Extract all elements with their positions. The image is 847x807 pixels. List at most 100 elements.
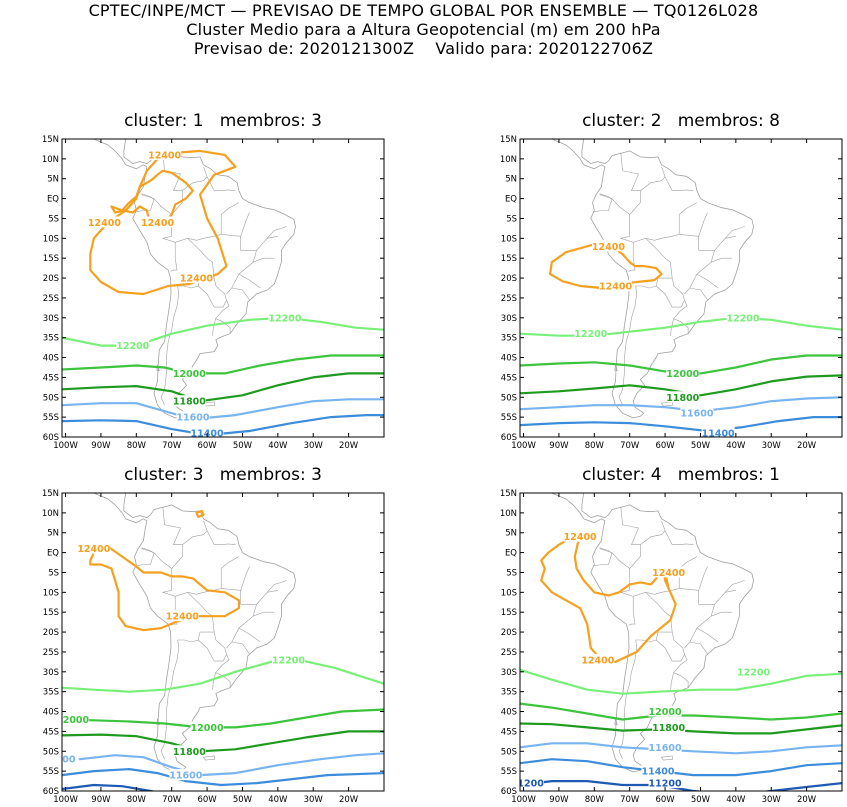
panel-title: cluster: 3 membros: 3 [124, 465, 322, 485]
country-border [182, 166, 208, 191]
lat-label: 60S [501, 787, 517, 797]
lat-label: 25S [501, 294, 517, 304]
country-border [618, 237, 673, 406]
lat-label: EQ [505, 549, 517, 559]
contour-label: 12400 [77, 544, 110, 555]
country-border [187, 592, 204, 595]
lat-label: 30S [501, 668, 517, 678]
contour-label-bg [116, 339, 150, 351]
country-border [238, 273, 261, 289]
contour-label: 11200 [649, 779, 682, 790]
country-border [732, 580, 745, 585]
contour-label: 11400 [702, 429, 735, 440]
lat-label: 10S [501, 234, 517, 244]
contour-label: 12400 [141, 218, 174, 229]
country-border [135, 553, 155, 567]
contour-line [62, 354, 384, 375]
lat-label: 15N [42, 489, 59, 499]
contour-label: 12400 [180, 274, 213, 285]
contour-label-bg [172, 367, 206, 379]
contour-label: 12400 [166, 612, 199, 623]
country-border [640, 520, 666, 545]
lon-label: 70W [162, 795, 182, 805]
country-border [599, 547, 613, 554]
coastline [93, 139, 296, 419]
country-border [593, 553, 613, 567]
country-border [593, 199, 613, 213]
country-border [679, 566, 708, 591]
lat-label: 50S [43, 747, 59, 757]
lat-label: 10N [500, 509, 517, 519]
map-panel: 12400 12400 12200 12200 12000 11800 11600 11400… [500, 135, 843, 451]
lat-label: 5S [506, 568, 517, 578]
contour-label: 11600 [176, 413, 209, 424]
country-border [673, 300, 689, 334]
contour-label: 12200 [268, 313, 301, 324]
lat-label: 30S [43, 668, 59, 678]
lat-label: 20S [501, 628, 517, 638]
lon-label: 20W [339, 441, 359, 451]
country-border [684, 250, 715, 295]
lon-label: 20W [339, 795, 359, 805]
country-border [599, 193, 613, 200]
lon-label: 30W [762, 795, 782, 805]
contour-label: 12400 [599, 282, 632, 293]
contour-label: 11800 [173, 747, 206, 758]
country-border [162, 506, 183, 569]
lat-label: 50S [501, 747, 517, 757]
lat-label: 15N [500, 135, 517, 145]
country-border [698, 230, 733, 251]
country-border [732, 226, 745, 231]
contour-line [110, 169, 194, 224]
contour-label: 11800 [652, 723, 685, 734]
contour-label: 11800 [173, 397, 206, 408]
country-border [215, 300, 231, 334]
lat-label: 15S [43, 254, 59, 264]
contour-label: 11600 [169, 771, 202, 782]
lat-label: 20S [43, 628, 59, 638]
contour-label: 12200 [272, 655, 305, 666]
lon-label: 90W [549, 441, 569, 451]
lat-label: 45S [43, 727, 59, 737]
country-border [620, 152, 641, 215]
coastline-central-america [122, 139, 148, 165]
country-border [684, 604, 715, 649]
lat-label: 25S [43, 294, 59, 304]
contour-label-bg [726, 311, 760, 323]
contour-label-bg [172, 745, 206, 757]
contour-label-bg [701, 427, 735, 437]
coastline [93, 493, 296, 773]
lat-label: 25S [43, 648, 59, 658]
panel-title: cluster: 2 membros: 8 [582, 111, 780, 131]
lat-label: 10S [43, 234, 59, 244]
map-frame [519, 492, 843, 792]
country-border [162, 152, 183, 215]
contour-label-bg [179, 272, 213, 284]
contour-line [62, 783, 157, 791]
contour-line [520, 316, 842, 337]
country-border [206, 530, 236, 545]
lat-label: 35S [43, 688, 59, 698]
island [156, 718, 160, 725]
country-border [618, 591, 673, 760]
contour-label-bg [641, 765, 675, 777]
contour-label-bg [268, 311, 302, 323]
lat-label: 10N [500, 155, 517, 165]
country-border [203, 202, 240, 239]
country-border [240, 230, 275, 251]
contour-line [62, 414, 384, 437]
country-border [599, 548, 636, 626]
lon-label: 20W [797, 795, 817, 805]
country-border [599, 194, 636, 272]
contour-label-bg [581, 653, 615, 665]
header-line-1: CPTEC/INPE/MCT — PREVISAO DE TEMPO GLOBA… [88, 1, 759, 20]
panel-title: cluster: 4 membros: 1 [582, 465, 780, 485]
lon-label: 80W [127, 795, 147, 805]
lon-label: 60W [655, 795, 675, 805]
contour-label-bg [648, 705, 682, 717]
country-border [670, 318, 674, 336]
country-border [679, 212, 708, 237]
lat-label: EQ [47, 195, 59, 205]
lon-label: 40W [268, 441, 288, 451]
contour-line [520, 668, 842, 695]
